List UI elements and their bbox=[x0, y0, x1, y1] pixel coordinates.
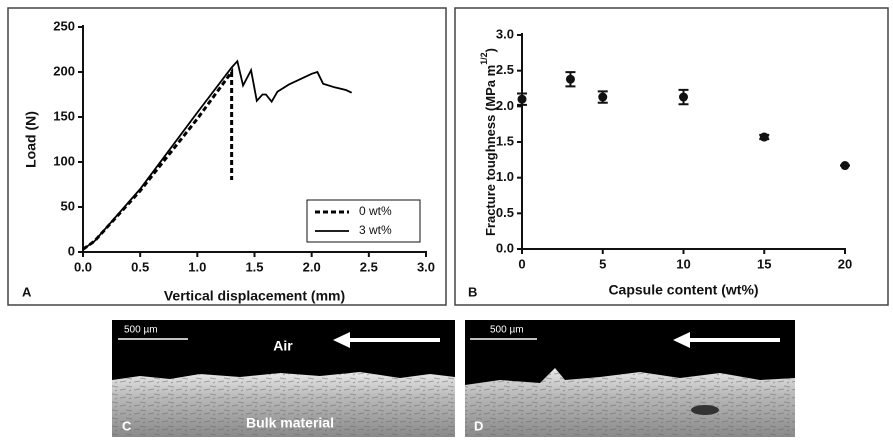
x-tick-label: 5 bbox=[599, 256, 606, 271]
y-axis-label-part: ) bbox=[483, 48, 498, 52]
y-tick-label: 0.0 bbox=[496, 240, 514, 255]
x-tick-label: 0 bbox=[518, 256, 525, 271]
data-point bbox=[840, 161, 850, 171]
y-tick-label: 1.0 bbox=[496, 169, 514, 184]
x-tick-label: 2.0 bbox=[303, 259, 321, 274]
x-tick-label: 20 bbox=[838, 256, 852, 271]
region-label: Bulk material bbox=[246, 415, 334, 431]
scale-bar-label: 500 µm bbox=[124, 325, 158, 336]
x-tick-label: 0.5 bbox=[131, 259, 149, 274]
line-series bbox=[82, 59, 353, 251]
x-tick-label: 1.0 bbox=[188, 259, 206, 274]
panel-frame bbox=[454, 7, 889, 306]
legend-box bbox=[306, 199, 421, 243]
x-axis-label: Vertical displacement (mm) bbox=[164, 288, 345, 304]
data-point bbox=[679, 92, 688, 102]
y-tick-label: 150 bbox=[53, 108, 75, 123]
panel-label: B bbox=[468, 284, 477, 299]
panel-label: A bbox=[22, 284, 32, 299]
legend-label: 0 wt% bbox=[359, 204, 392, 218]
y-tick-label: 0.5 bbox=[496, 205, 514, 220]
y-tick-label: 50 bbox=[61, 198, 75, 213]
x-tick-label: 3.0 bbox=[417, 259, 435, 274]
y-tick-label: 250 bbox=[53, 18, 75, 33]
y-tick-label: 1.5 bbox=[496, 133, 514, 148]
scale-bar-label: 500 µm bbox=[490, 325, 524, 336]
panel-frame bbox=[7, 7, 447, 306]
legend-label: 3 wt% bbox=[359, 223, 392, 237]
data-point bbox=[598, 92, 608, 102]
x-tick-label: 2.5 bbox=[360, 259, 378, 274]
data-point bbox=[517, 94, 527, 104]
y-axis-label: Load (N) bbox=[23, 111, 39, 168]
data-point bbox=[565, 74, 575, 84]
y-axis-label-superscript: 1/2 bbox=[479, 52, 489, 65]
y-tick-label: 0 bbox=[68, 243, 75, 258]
y-tick-label: 3.0 bbox=[496, 26, 514, 41]
x-tick-label: 1.5 bbox=[245, 259, 263, 274]
micrograph bbox=[112, 320, 455, 437]
y-tick-label: 100 bbox=[53, 153, 75, 168]
x-tick-label: 0.0 bbox=[74, 259, 92, 274]
y-axis-label: Fracture toughness (MPa m1/2) bbox=[479, 48, 498, 236]
micrograph bbox=[465, 320, 795, 437]
panel-label: C bbox=[122, 418, 132, 433]
x-tick-label: 15 bbox=[757, 256, 771, 271]
x-tick-label: 10 bbox=[676, 256, 690, 271]
y-tick-label: 200 bbox=[53, 63, 75, 78]
y-tick-label: 2.5 bbox=[496, 62, 514, 77]
panel-label: D bbox=[474, 418, 483, 433]
x-axis-label: Capsule content (wt%) bbox=[608, 282, 758, 298]
line-series bbox=[82, 67, 234, 251]
y-tick-label: 2.0 bbox=[496, 98, 514, 113]
y-axis-label-part: Fracture toughness (MPa m bbox=[483, 65, 498, 236]
data-point bbox=[759, 132, 769, 142]
region-label: Air bbox=[273, 338, 293, 354]
